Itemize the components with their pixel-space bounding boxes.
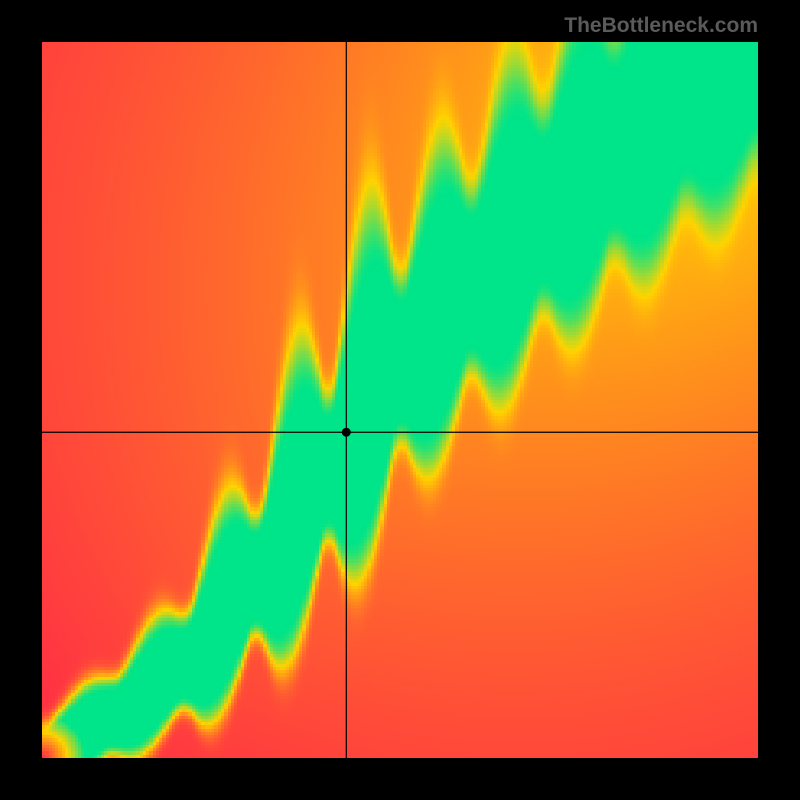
watermark-text: TheBottleneck.com — [564, 14, 758, 38]
heatmap-canvas — [42, 42, 758, 758]
chart-root: TheBottleneck.com — [0, 0, 800, 800]
